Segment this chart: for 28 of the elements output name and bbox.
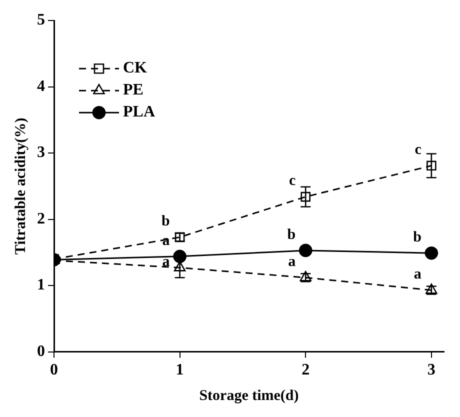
annotation: b xyxy=(287,226,296,243)
y-axis-title: Titratable acidity(%) xyxy=(12,118,29,255)
point xyxy=(300,192,311,202)
y-tick-label: 0 xyxy=(37,342,45,360)
point xyxy=(174,261,186,272)
point xyxy=(426,160,436,171)
y-tick-label: 5 xyxy=(37,12,45,29)
x-tick-label: 0 xyxy=(50,362,58,379)
annotation: b xyxy=(413,229,422,246)
point xyxy=(173,250,186,264)
annotation: c xyxy=(288,173,296,190)
x-tick-label: 2 xyxy=(302,362,310,379)
x-tick-label: 3 xyxy=(427,362,436,379)
y-tick-label: 4 xyxy=(37,78,45,95)
y-tick-label: 1 xyxy=(37,276,45,294)
x-tick-label: 1 xyxy=(176,362,184,379)
annotation: c xyxy=(414,142,422,158)
point xyxy=(424,246,438,260)
y-tick-label: 2 xyxy=(37,210,45,228)
annotation: a xyxy=(414,266,422,283)
legend-label: PE xyxy=(123,82,144,99)
legend-label: CK xyxy=(123,60,148,77)
y-tick-label: 3 xyxy=(37,144,45,162)
legend-label: PLA xyxy=(123,104,156,121)
annotation: a xyxy=(288,254,296,270)
point xyxy=(298,244,312,258)
annotation: b xyxy=(161,214,170,230)
x-axis-title: Storage time(d) xyxy=(199,388,299,404)
